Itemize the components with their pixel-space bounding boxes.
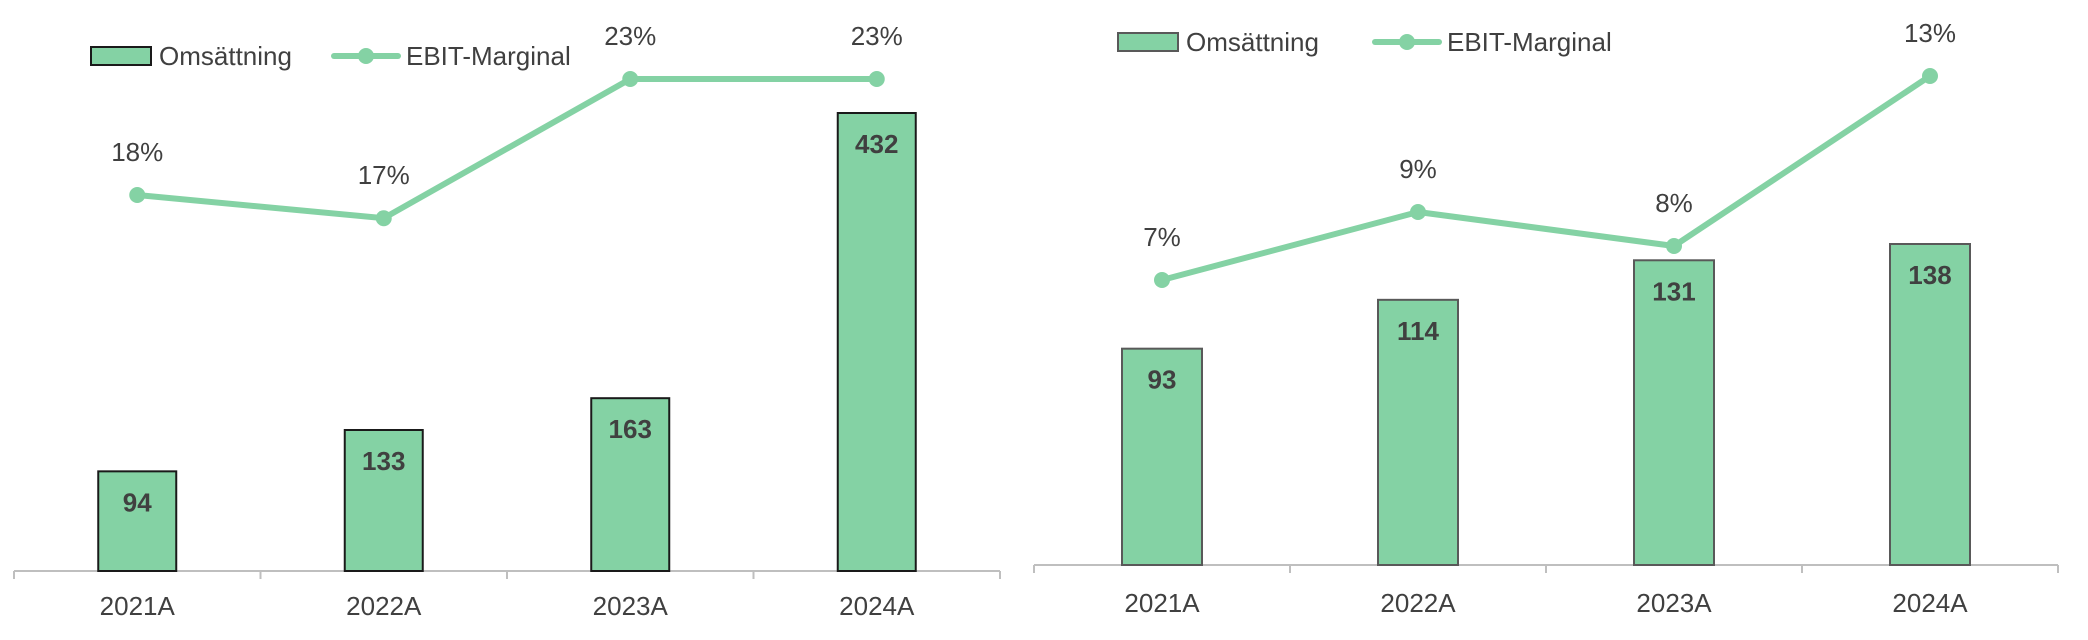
bar-value-label: 163 [609, 414, 652, 444]
legend-bar-swatch [1117, 32, 1179, 52]
ebit-margin-label: 9% [1399, 154, 1437, 184]
bar-2024A [1889, 243, 1971, 566]
bar-2023A [590, 397, 671, 572]
ebit-margin-point [622, 71, 639, 87]
chart-left-svg: 94 133 163 432 2021A 2022A 2023A 2024A 18% 17% 23%… [13, 21, 1001, 621]
ebit-margin-point [375, 210, 392, 227]
bar-2022A [1377, 298, 1459, 566]
legend-line-marker [1399, 34, 1415, 50]
x-tick-label: 2023A [593, 591, 669, 621]
legend-line-marker [358, 48, 374, 64]
ebit-margin-label: 17% [358, 160, 410, 190]
legend-label-omsattning: Omsättning [159, 41, 292, 71]
bar-value-label: 114 [1397, 316, 1439, 346]
ebit-margin-point [868, 71, 885, 87]
ebit-margin-point [1922, 68, 1938, 84]
ebit-margin-label: 23% [604, 21, 656, 51]
x-tick-label: 2024A [839, 591, 915, 621]
bar-2021A [97, 470, 178, 572]
ebit-margin-line [1159, 73, 1933, 283]
ebit-margin-label: 8% [1655, 188, 1693, 218]
x-tick-label: 2023A [1636, 588, 1712, 618]
ebit-margin-label: 7% [1143, 222, 1181, 252]
bar-value-label: 133 [362, 446, 405, 476]
x-tick-label: 2024A [1892, 588, 1968, 618]
bar-2023A [1633, 259, 1715, 566]
ebit-margin-label: 13% [1904, 18, 1956, 48]
bar-2024A [836, 112, 917, 572]
x-tick-label: 2022A [1380, 588, 1456, 618]
legend-label-ebit-marginal: EBIT-Marginal [406, 41, 571, 71]
bar-value-label: 432 [855, 129, 898, 159]
ebit-margin-point [1154, 272, 1170, 288]
bar-value-label: 94 [123, 487, 152, 517]
ebit-margin-point [1666, 238, 1682, 254]
bar-2021A [1121, 347, 1203, 566]
x-tick-label: 2021A [1124, 588, 1200, 618]
chart-right-svg: 93 114 131 138 2021A 2022A 2023A 2024A 7% 9% 8% 13%… [1033, 18, 2059, 618]
ebit-margin-line [134, 76, 880, 222]
ebit-margin-label: 23% [851, 21, 903, 51]
ebit-margin-point [129, 187, 146, 203]
ebit-margin-point [1410, 204, 1426, 220]
legend-label-omsattning: Omsättning [1186, 27, 1319, 57]
x-tick-label: 2021A [100, 591, 176, 621]
legend-bar-swatch [90, 46, 152, 66]
chart-right: 93 114 131 138 2021A 2022A 2023A 2024A 7% 9% 8% 13%… [1030, 0, 2088, 640]
legend-label-ebit-marginal: EBIT-Marginal [1447, 27, 1612, 57]
bar-value-label: 138 [1908, 260, 1951, 290]
ebit-margin-label: 18% [111, 137, 163, 167]
bar-value-label: 131 [1652, 276, 1695, 306]
bar-value-label: 93 [1148, 365, 1177, 395]
x-tick-label: 2022A [346, 591, 422, 621]
chart-left: 94 133 163 432 2021A 2022A 2023A 2024A 18% 17% 23%… [0, 0, 1030, 640]
bar-2022A [343, 428, 424, 572]
